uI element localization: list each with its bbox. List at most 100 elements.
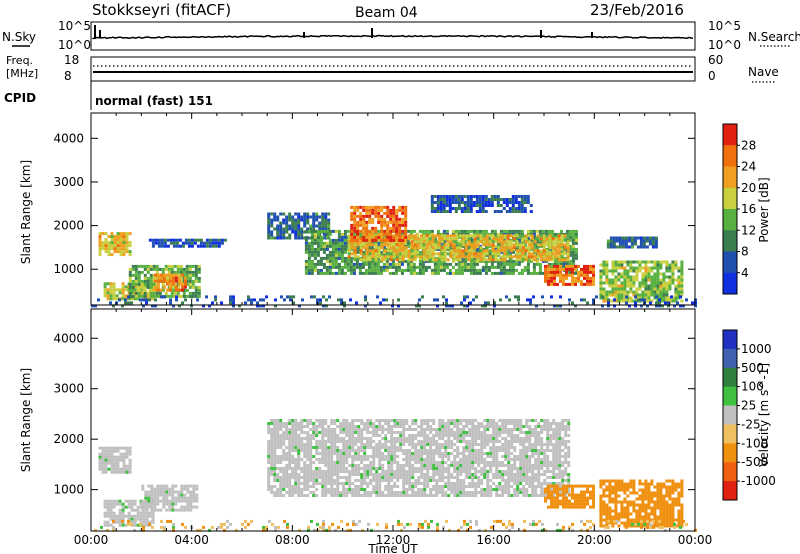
power-cell bbox=[162, 273, 166, 277]
power-cell bbox=[463, 262, 467, 266]
power-cell bbox=[602, 287, 606, 291]
velocity-cell bbox=[336, 470, 340, 473]
velocity-cell bbox=[378, 452, 382, 455]
velocity-cell bbox=[417, 452, 421, 455]
power-cell bbox=[469, 268, 473, 272]
power-cell bbox=[440, 258, 444, 262]
power-cell bbox=[401, 238, 405, 242]
velocity-cell bbox=[106, 502, 110, 506]
power-cell bbox=[454, 268, 458, 272]
velocity-cell bbox=[309, 449, 313, 452]
power-cell bbox=[647, 278, 651, 282]
velocity-cell bbox=[136, 517, 140, 521]
power-cell bbox=[511, 207, 515, 210]
power-cell bbox=[446, 252, 450, 256]
velocity-cell bbox=[459, 434, 463, 437]
velocity-cell bbox=[348, 452, 352, 455]
velocity-cell bbox=[315, 494, 319, 497]
velocity-cell bbox=[318, 470, 322, 473]
velocity-cell bbox=[441, 422, 445, 425]
power-cell bbox=[313, 241, 317, 245]
power-cell bbox=[620, 296, 624, 300]
velocity-cell bbox=[124, 505, 128, 509]
power-cell bbox=[413, 255, 417, 259]
power-cell bbox=[526, 201, 530, 204]
velocity-cell bbox=[387, 458, 391, 461]
velocity-cell bbox=[306, 464, 310, 467]
velocity-cell bbox=[312, 431, 316, 434]
power-cell bbox=[509, 240, 513, 244]
velocity-cell bbox=[297, 485, 301, 488]
power-cell bbox=[185, 267, 189, 271]
power-cell bbox=[309, 227, 313, 231]
power-cell bbox=[143, 273, 147, 277]
velocity-cell bbox=[115, 517, 119, 521]
velocity-cell bbox=[378, 419, 382, 422]
velocity-cell bbox=[387, 482, 391, 485]
velocity-cell bbox=[393, 485, 397, 488]
power-cell bbox=[322, 262, 326, 266]
power-cell bbox=[368, 238, 372, 242]
velocity-cell bbox=[267, 485, 271, 488]
power-cell bbox=[430, 271, 434, 275]
power-cell bbox=[542, 246, 546, 250]
power-cell bbox=[319, 229, 323, 233]
power-cell bbox=[404, 217, 408, 221]
power-cell bbox=[104, 241, 108, 245]
velocity-cell bbox=[110, 452, 114, 456]
power-cell bbox=[665, 275, 669, 279]
velocity-cell bbox=[168, 499, 172, 503]
power-cell bbox=[605, 269, 609, 273]
power-cell bbox=[421, 271, 425, 275]
power-cell bbox=[665, 281, 669, 285]
power-cell bbox=[328, 241, 332, 245]
power-cell bbox=[478, 229, 482, 233]
power-cell bbox=[313, 247, 317, 251]
velocity-cell bbox=[378, 461, 382, 464]
power-cell bbox=[191, 273, 195, 277]
power-cell bbox=[476, 252, 480, 256]
power-cell bbox=[112, 288, 116, 292]
power-cell bbox=[376, 262, 380, 266]
power-cell bbox=[364, 298, 367, 302]
power-cell bbox=[273, 236, 277, 240]
power-cell bbox=[119, 232, 123, 236]
power-cell bbox=[205, 241, 209, 245]
power-cell bbox=[611, 293, 615, 297]
velocity-cell bbox=[118, 523, 122, 527]
velocity-cell bbox=[435, 443, 439, 446]
velocity-cell bbox=[324, 431, 328, 434]
velocity-cell bbox=[324, 461, 328, 464]
velocity-cell bbox=[351, 440, 355, 443]
power-cell bbox=[395, 229, 399, 233]
power-cell bbox=[350, 211, 354, 215]
velocity-cell bbox=[363, 470, 367, 473]
power-cell bbox=[632, 275, 636, 279]
power-cell bbox=[524, 249, 528, 253]
power-cell bbox=[413, 237, 417, 241]
power-cell bbox=[400, 271, 404, 275]
power-cell bbox=[478, 259, 482, 263]
power-cell bbox=[143, 291, 147, 295]
velocity-cell bbox=[405, 482, 409, 485]
power-cell bbox=[439, 195, 443, 198]
power-cell bbox=[505, 229, 509, 233]
power-cell bbox=[634, 301, 637, 305]
power-cell bbox=[641, 293, 645, 297]
power-cell bbox=[340, 268, 344, 272]
power-cell bbox=[445, 198, 449, 201]
power-cell bbox=[282, 230, 286, 234]
velocity-cell bbox=[288, 428, 292, 431]
power-cell bbox=[325, 271, 329, 275]
velocity-cell bbox=[432, 479, 436, 482]
power-cell bbox=[377, 205, 381, 209]
power-cell bbox=[365, 226, 369, 230]
velocity-cell bbox=[420, 476, 424, 479]
power-cell bbox=[410, 258, 414, 262]
power-cell bbox=[101, 244, 105, 248]
velocity-cell bbox=[125, 446, 129, 450]
velocity-cell bbox=[363, 467, 367, 470]
velocity-cell bbox=[366, 443, 370, 446]
velocity-cell bbox=[426, 494, 430, 497]
power-cell bbox=[193, 238, 197, 242]
